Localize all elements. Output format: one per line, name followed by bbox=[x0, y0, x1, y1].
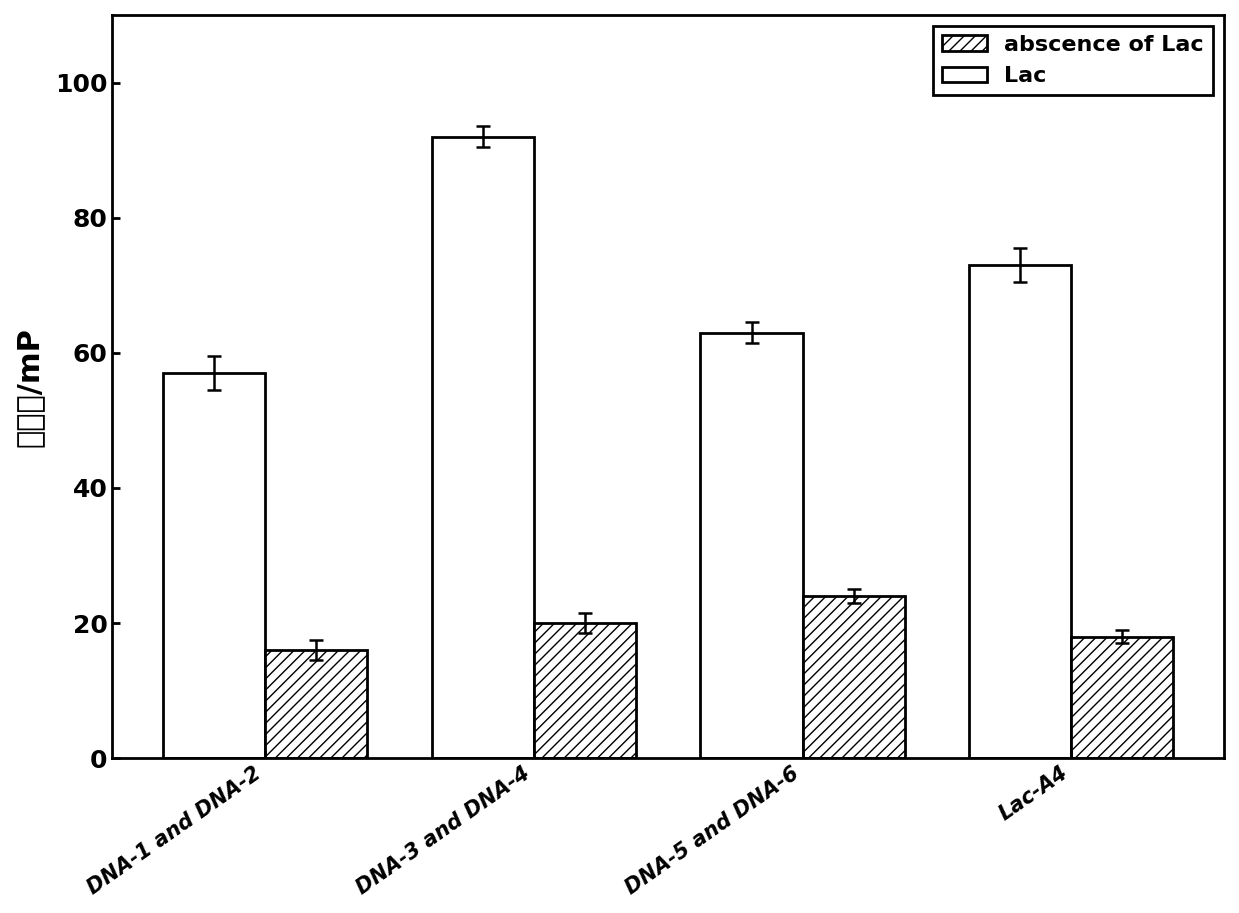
Bar bbox=[534, 623, 636, 758]
Bar bbox=[969, 265, 1072, 758]
Bar bbox=[265, 650, 367, 758]
Bar bbox=[431, 137, 534, 758]
Bar bbox=[164, 373, 265, 758]
Bar bbox=[1072, 636, 1173, 758]
Legend: abscence of Lac, Lac: abscence of Lac, Lac bbox=[933, 26, 1213, 95]
Y-axis label: 极化率/mP: 极化率/mP bbox=[15, 327, 45, 446]
Bar bbox=[700, 332, 803, 758]
Bar bbox=[803, 596, 904, 758]
